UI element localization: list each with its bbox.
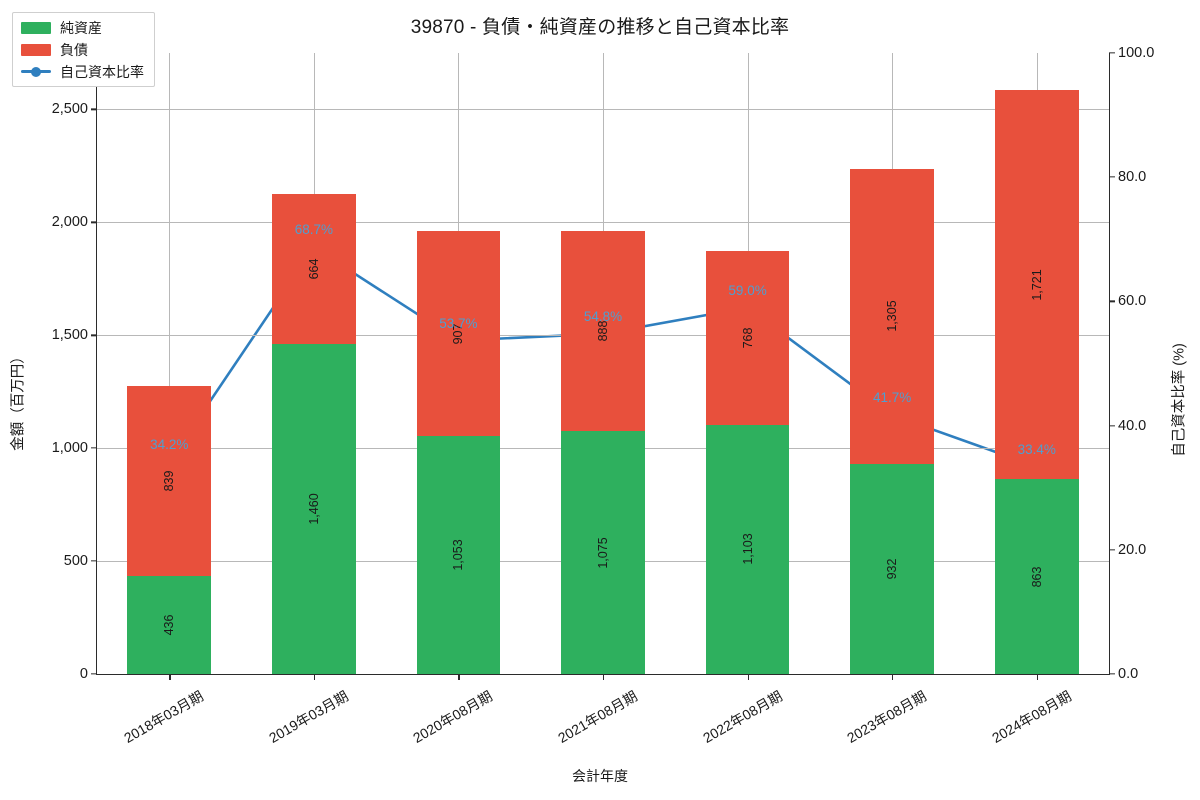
y-tick-mark-right (1109, 424, 1115, 427)
bar-segment-liabilities[interactable]: 1,305 (850, 168, 935, 464)
x-tick-label: 2019年03月期 (266, 687, 351, 746)
y-tick-mark-left (91, 673, 97, 675)
bar-value-label-net-assets: 1,053 (451, 539, 466, 571)
y-tick-label-right: 100.0 (1118, 45, 1155, 61)
y-tick-label-right: 40.0 (1118, 417, 1147, 434)
legend-item-net-assets[interactable]: 純資産 (21, 19, 144, 36)
x-tick-mark (169, 674, 171, 680)
ratio-value-label: 41.7% (873, 390, 912, 406)
y-tick-mark-right (1109, 52, 1115, 54)
y-axis-left-label: 金額（百万円） (10, 349, 27, 451)
y-tick-label-left: 500 (63, 553, 88, 570)
bar-value-label-liabilities: 664 (306, 258, 321, 280)
x-tick-mark (747, 674, 749, 680)
y-tick-mark-right (1109, 549, 1115, 551)
bar-value-label-net-assets: 863 (1029, 566, 1044, 587)
x-tick-mark (603, 674, 605, 680)
bar-value-label-net-assets: 436 (162, 614, 177, 636)
y-tick-label-left: 1,000 (51, 440, 88, 457)
y-tick-mark-left (91, 221, 97, 224)
y-tick-mark-left (91, 560, 97, 562)
bar-segment-liabilities[interactable]: 664 (271, 194, 356, 345)
y-tick-label-right: 0.0 (1118, 666, 1139, 682)
y-tick-mark-right (1109, 300, 1115, 303)
x-tick-mark (458, 674, 460, 680)
bar-segment-liabilities[interactable]: 888 (561, 230, 645, 432)
y-tick-label-right: 60.0 (1118, 293, 1147, 310)
bar-segment-net-assets[interactable]: 932 (850, 463, 935, 674)
bar-value-label-liabilities: 839 (162, 470, 177, 492)
bar-stack[interactable]: 907 1,053 (416, 231, 501, 674)
bar-value-label-net-assets: 1,075 (595, 536, 610, 569)
x-tick-label: 2023年08月期 (844, 687, 930, 746)
bar-segment-net-assets[interactable]: 863 (994, 479, 1079, 674)
chart-title: 39870 - 負債・純資産の推移と自己資本比率 (410, 17, 790, 38)
bar-stack[interactable]: 1,305 932 (850, 168, 935, 674)
bar-stack[interactable]: 839 436 (127, 386, 212, 674)
bar-segment-liabilities[interactable]: 839 (127, 386, 212, 576)
legend-line-equity-ratio (21, 66, 51, 78)
legend-item-equity-ratio[interactable]: 自己資本比率 (21, 63, 144, 80)
x-tick-mark (892, 674, 894, 680)
ratio-value-label: 68.7% (294, 222, 333, 238)
y-tick-mark-left (91, 334, 97, 336)
y-tick-mark-left (91, 108, 97, 111)
bar-stack[interactable]: 1,721 863 (994, 90, 1079, 674)
x-tick-label: 2021年08月期 (555, 687, 640, 746)
bar-segment-net-assets[interactable]: 1,103 (705, 424, 790, 674)
bar-segment-net-assets[interactable]: 1,075 (561, 431, 645, 674)
legend-item-liabilities[interactable]: 負債 (21, 41, 144, 58)
x-tick-label: 2018年03月期 (121, 687, 207, 746)
bar-value-label-net-assets: 1,103 (740, 533, 755, 566)
y-axis-right-label: 自己資本比率 (%) (1171, 343, 1188, 457)
bar-segment-net-assets[interactable]: 1,460 (271, 344, 356, 674)
y-tick-mark-right (1109, 673, 1115, 675)
ratio-value-label: 33.4% (1017, 441, 1056, 457)
ratio-value-label: 54.8% (583, 308, 623, 324)
legend-label-net-assets: 純資産 (60, 19, 102, 36)
bar-value-label-net-assets: 932 (885, 558, 900, 580)
plot-area: 0 500 1,000 1,500 2,000 2,500 0.0 20.0 40.0 60.0 8… (52, 45, 1155, 746)
x-gridline (169, 53, 171, 674)
ratio-value-label: 53.7% (439, 315, 478, 331)
legend-label-equity-ratio: 自己資本比率 (60, 63, 144, 80)
bar-segment-liabilities[interactable]: 768 (705, 251, 790, 425)
x-tick-mark (313, 674, 316, 680)
x-tick-label: 2022年08月期 (699, 687, 785, 746)
x-axis-label: 会計年度 (572, 768, 628, 784)
ratio-value-label: 34.2% (150, 436, 189, 452)
legend-swatch-liabilities (21, 43, 51, 56)
x-tick-label: 2024年08月期 (988, 687, 1074, 746)
x-tick-mark (1036, 674, 1038, 680)
legend-swatch-net-assets (21, 21, 51, 34)
bar-stack[interactable]: 664 1,460 (271, 194, 356, 674)
y-tick-label-left: 2,000 (51, 214, 88, 231)
bar-segment-net-assets[interactable]: 1,053 (416, 436, 501, 674)
bar-stack[interactable]: 888 1,075 (561, 230, 645, 674)
y-tick-mark-right (1109, 176, 1115, 178)
y-tick-mark-left (91, 447, 97, 449)
plot-inner: 0 500 1,000 1,500 2,000 2,500 0.0 20.0 40.0 60.0 8… (52, 45, 1155, 746)
bar-segment-liabilities[interactable]: 907 (416, 231, 501, 437)
bar-segment-net-assets[interactable]: 436 (127, 575, 212, 674)
y-tick-label-right: 80.0 (1118, 169, 1147, 186)
y-tick-label-right: 20.0 (1118, 541, 1147, 558)
y-tick-label-left: 1,500 (51, 327, 88, 344)
bar-segment-liabilities[interactable]: 1,721 (994, 90, 1079, 480)
y-tick-label-left: 2,500 (51, 101, 88, 118)
bar-value-label-liabilities: 1,721 (1029, 269, 1044, 301)
y-tick-label-left: 0 (79, 666, 88, 682)
ratio-value-label: 59.0% (728, 282, 767, 298)
x-tick-label: 2020年08月期 (410, 687, 496, 746)
chart-legend: 純資産 負債 自己資本比率 (12, 12, 155, 87)
bar-value-label-liabilities: 1,305 (885, 300, 900, 332)
bar-value-label-net-assets: 1,460 (306, 493, 321, 525)
legend-label-liabilities: 負債 (60, 41, 88, 58)
bar-stack[interactable]: 768 1,103 (705, 251, 790, 674)
bar-value-label-liabilities: 768 (740, 327, 755, 349)
